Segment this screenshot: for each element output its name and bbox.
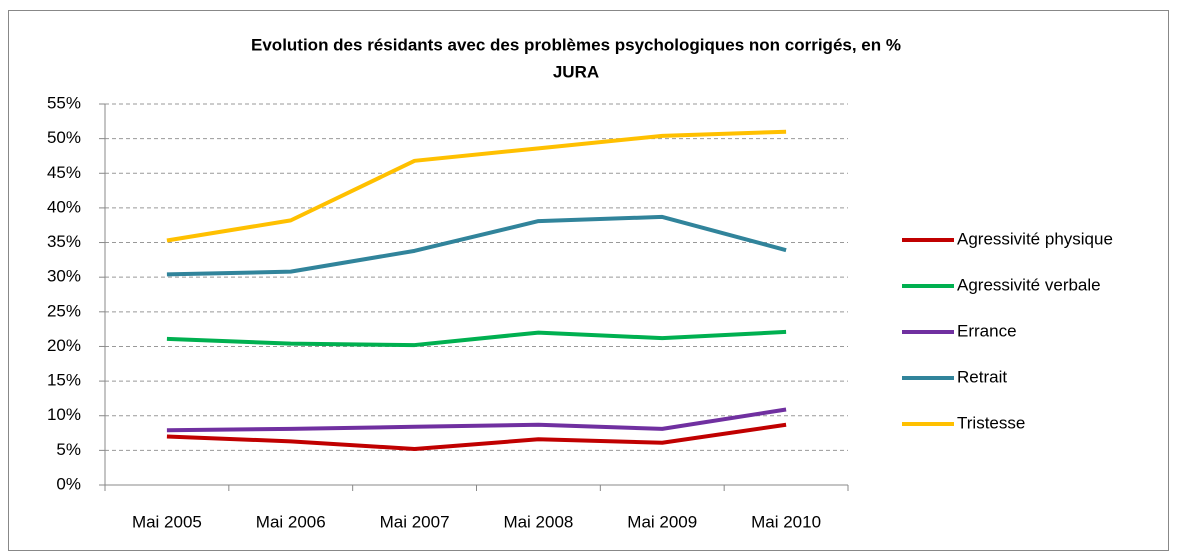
y-tick-label: 55% [47, 93, 81, 112]
x-tick-label: Mai 2006 [256, 512, 326, 531]
legend-label: Errance [957, 321, 1017, 340]
x-tick-label: Mai 2007 [380, 512, 450, 531]
chart-border [8, 10, 1169, 551]
x-tick-label: Mai 2005 [132, 512, 202, 531]
chart-subtitle: JURA [553, 62, 599, 81]
y-tick-label: 20% [47, 336, 81, 355]
legend-label: Agressivité verbale [957, 275, 1101, 294]
y-tick-label: 0% [56, 474, 81, 493]
legend-label: Agressivité physique [957, 229, 1113, 248]
x-tick-label: Mai 2010 [751, 512, 821, 531]
chart-title: Evolution des résidants avec des problèm… [251, 35, 901, 54]
series-line [166, 407, 787, 433]
series-line [166, 214, 787, 277]
series-line [166, 422, 787, 451]
y-tick-label: 25% [47, 301, 81, 320]
y-tick-label: 30% [47, 267, 81, 286]
y-tick-label: 50% [47, 128, 81, 147]
y-tick-label: 35% [47, 232, 81, 251]
legend-label: Tristesse [957, 413, 1025, 432]
y-tick-label: 45% [47, 163, 81, 182]
y-tick-label: 40% [47, 197, 81, 216]
x-tick-label: Mai 2009 [627, 512, 697, 531]
series-line [166, 329, 787, 348]
x-tick-label: Mai 2008 [503, 512, 573, 531]
series-line [166, 129, 787, 243]
y-tick-label: 10% [47, 405, 81, 424]
y-tick-label: 5% [56, 440, 81, 459]
y-tick-label: 15% [47, 371, 81, 390]
legend-label: Retrait [957, 367, 1007, 386]
